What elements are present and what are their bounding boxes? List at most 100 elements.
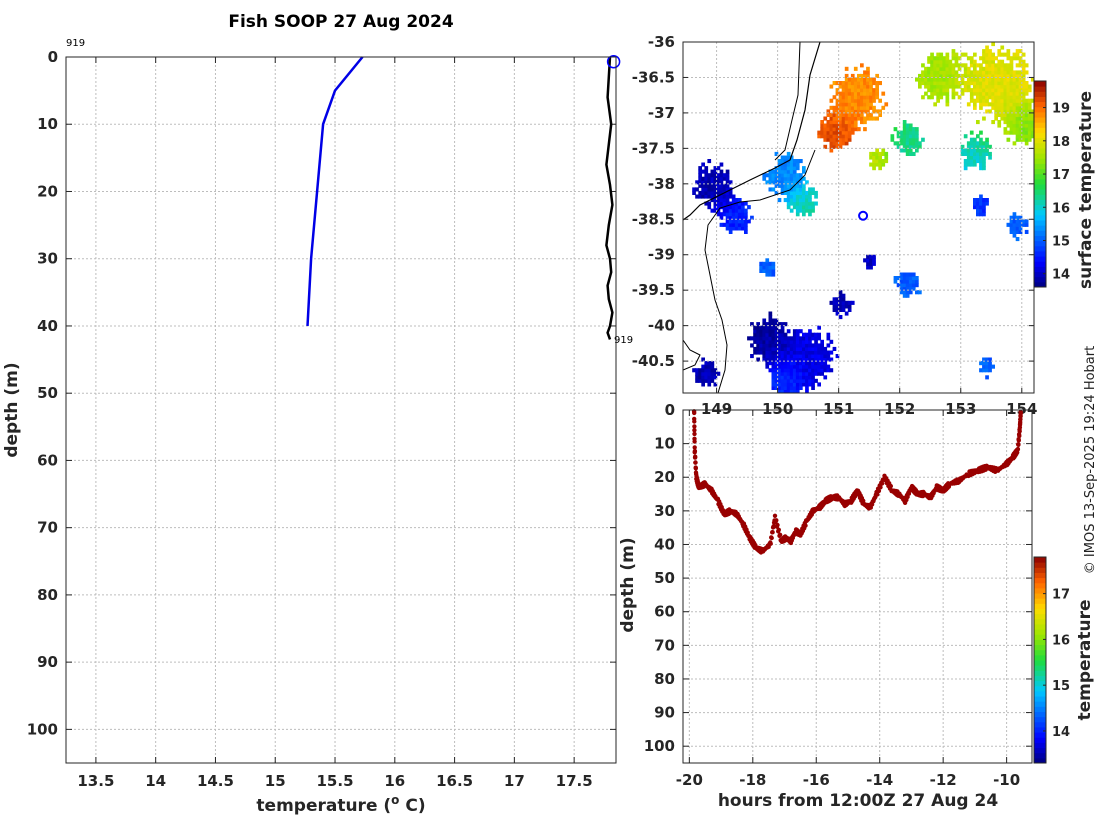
map-sst-cell: [985, 137, 989, 142]
map-sst-cell: [780, 183, 785, 188]
map-sst-cell: [841, 112, 846, 117]
map-sst-cell: [695, 368, 699, 373]
map-sst-cell: [976, 198, 980, 203]
map-sst-cell: [695, 187, 699, 192]
map-sst-cell: [765, 325, 770, 330]
map-sst-cell: [811, 385, 815, 390]
map-sst-cell: [765, 343, 770, 348]
map-sst-cell: [930, 91, 934, 96]
map-sst-cell: [982, 166, 986, 171]
sst-colorbar-segment: [1034, 153, 1046, 159]
map-sst-cell: [802, 208, 806, 213]
map-sst-cell: [762, 346, 767, 351]
map-sst-cell: [969, 88, 974, 93]
map-sst-cell: [957, 95, 962, 100]
map-sst-cell: [945, 81, 950, 86]
profile-xtick-label: 15: [265, 772, 286, 790]
map-sst-cell: [817, 357, 821, 362]
temperature-colorbar-tick-label: 14: [1052, 725, 1070, 740]
map-sst-cell: [991, 52, 995, 57]
map-sst-cell: [927, 81, 931, 86]
map-sst-cell: [838, 307, 843, 312]
profile-id-label-top: 919: [66, 38, 85, 49]
map-sst-cell: [1003, 81, 1008, 86]
map-sst-cell: [1015, 123, 1020, 128]
map-sst-cell: [863, 127, 867, 132]
map-sst-cell: [786, 354, 791, 359]
map-sst-cell: [838, 315, 843, 320]
map-sst-cell: [795, 339, 800, 344]
map-sst-cell: [750, 343, 754, 348]
map-sst-cell: [777, 159, 782, 164]
map-sst-cell: [780, 155, 785, 160]
map-sst-cell: [832, 116, 837, 121]
map-sst-cell: [731, 226, 736, 231]
map-sst-cell: [1009, 66, 1014, 71]
map-sst-cell: [982, 116, 986, 121]
map-sst-cell: [802, 339, 806, 344]
map-sst-cell: [1012, 109, 1017, 114]
map-sst-cell: [1021, 73, 1026, 78]
map-sst-cell: [783, 176, 788, 181]
temperature-colorbar-segment: [1034, 603, 1046, 609]
map-sst-cell: [838, 293, 843, 298]
map-sst-cell: [795, 378, 800, 383]
map-sst-cell: [911, 127, 916, 132]
map-sst-cell: [786, 339, 791, 344]
map-sst-cell: [948, 84, 953, 89]
map-sst-cell: [762, 325, 767, 330]
map-sst-cell: [777, 183, 782, 188]
map-sst-cell: [954, 63, 959, 68]
map-sst-cell: [725, 169, 730, 174]
map-sst-cell: [863, 88, 867, 93]
map-sst-cell: [799, 201, 803, 206]
map-sst-cell: [768, 346, 773, 351]
map-sst-cell: [1018, 222, 1023, 227]
map-sst-cell: [969, 70, 974, 75]
map-sst-cell: [985, 56, 989, 61]
map-sst-cell: [725, 194, 730, 199]
profile-ytick-label: 10: [37, 115, 58, 133]
map-sst-cell: [799, 346, 803, 351]
temperature-colorbar-segment: [1034, 752, 1046, 759]
map-sst-cell: [1006, 73, 1011, 78]
map-sst-cell: [939, 63, 944, 68]
map-coastlines: [683, 42, 821, 393]
sst-colorbar-segment: [1034, 184, 1046, 190]
map-sst-cell: [713, 190, 718, 195]
map-sst-cell: [997, 98, 1002, 103]
map-sst-cell: [966, 102, 971, 107]
map-sst-cell: [795, 208, 800, 213]
map-sst-cell: [1018, 127, 1023, 132]
map-sst-cell: [1024, 120, 1029, 125]
map-sst-cell: [805, 339, 809, 344]
section-data-point: [772, 513, 778, 518]
map-sst-cell: [982, 70, 986, 75]
map-sst-cell: [942, 56, 947, 61]
map-sst-cell: [872, 116, 876, 121]
map-sst-cell: [1018, 137, 1023, 142]
map-sst-cell: [795, 382, 800, 387]
map-sst-cell: [777, 354, 782, 359]
map-sst-cell: [744, 219, 748, 224]
map-sst-cell: [731, 222, 736, 227]
map-sst-cell: [969, 130, 974, 135]
map-sst-cell: [945, 66, 950, 71]
map-sst-cell: [734, 208, 739, 213]
map-sst-cell: [979, 91, 983, 96]
map-sst-cell: [774, 151, 779, 156]
map-sst-cell: [829, 105, 834, 110]
map-sst-cell: [780, 346, 785, 351]
map-sst-cell: [844, 95, 849, 100]
map-sst-cell: [902, 134, 907, 139]
map-sst-cell: [1018, 84, 1023, 89]
map-sst-cell: [945, 91, 950, 96]
map-sst-cell: [985, 66, 989, 71]
section-data-point: [692, 439, 697, 444]
map-sst-cell: [805, 343, 809, 348]
map-sst-cell: [780, 173, 785, 178]
map-sst-cell: [737, 222, 742, 227]
map-sst-cell: [860, 116, 864, 121]
map-sst-cell: [789, 350, 794, 355]
